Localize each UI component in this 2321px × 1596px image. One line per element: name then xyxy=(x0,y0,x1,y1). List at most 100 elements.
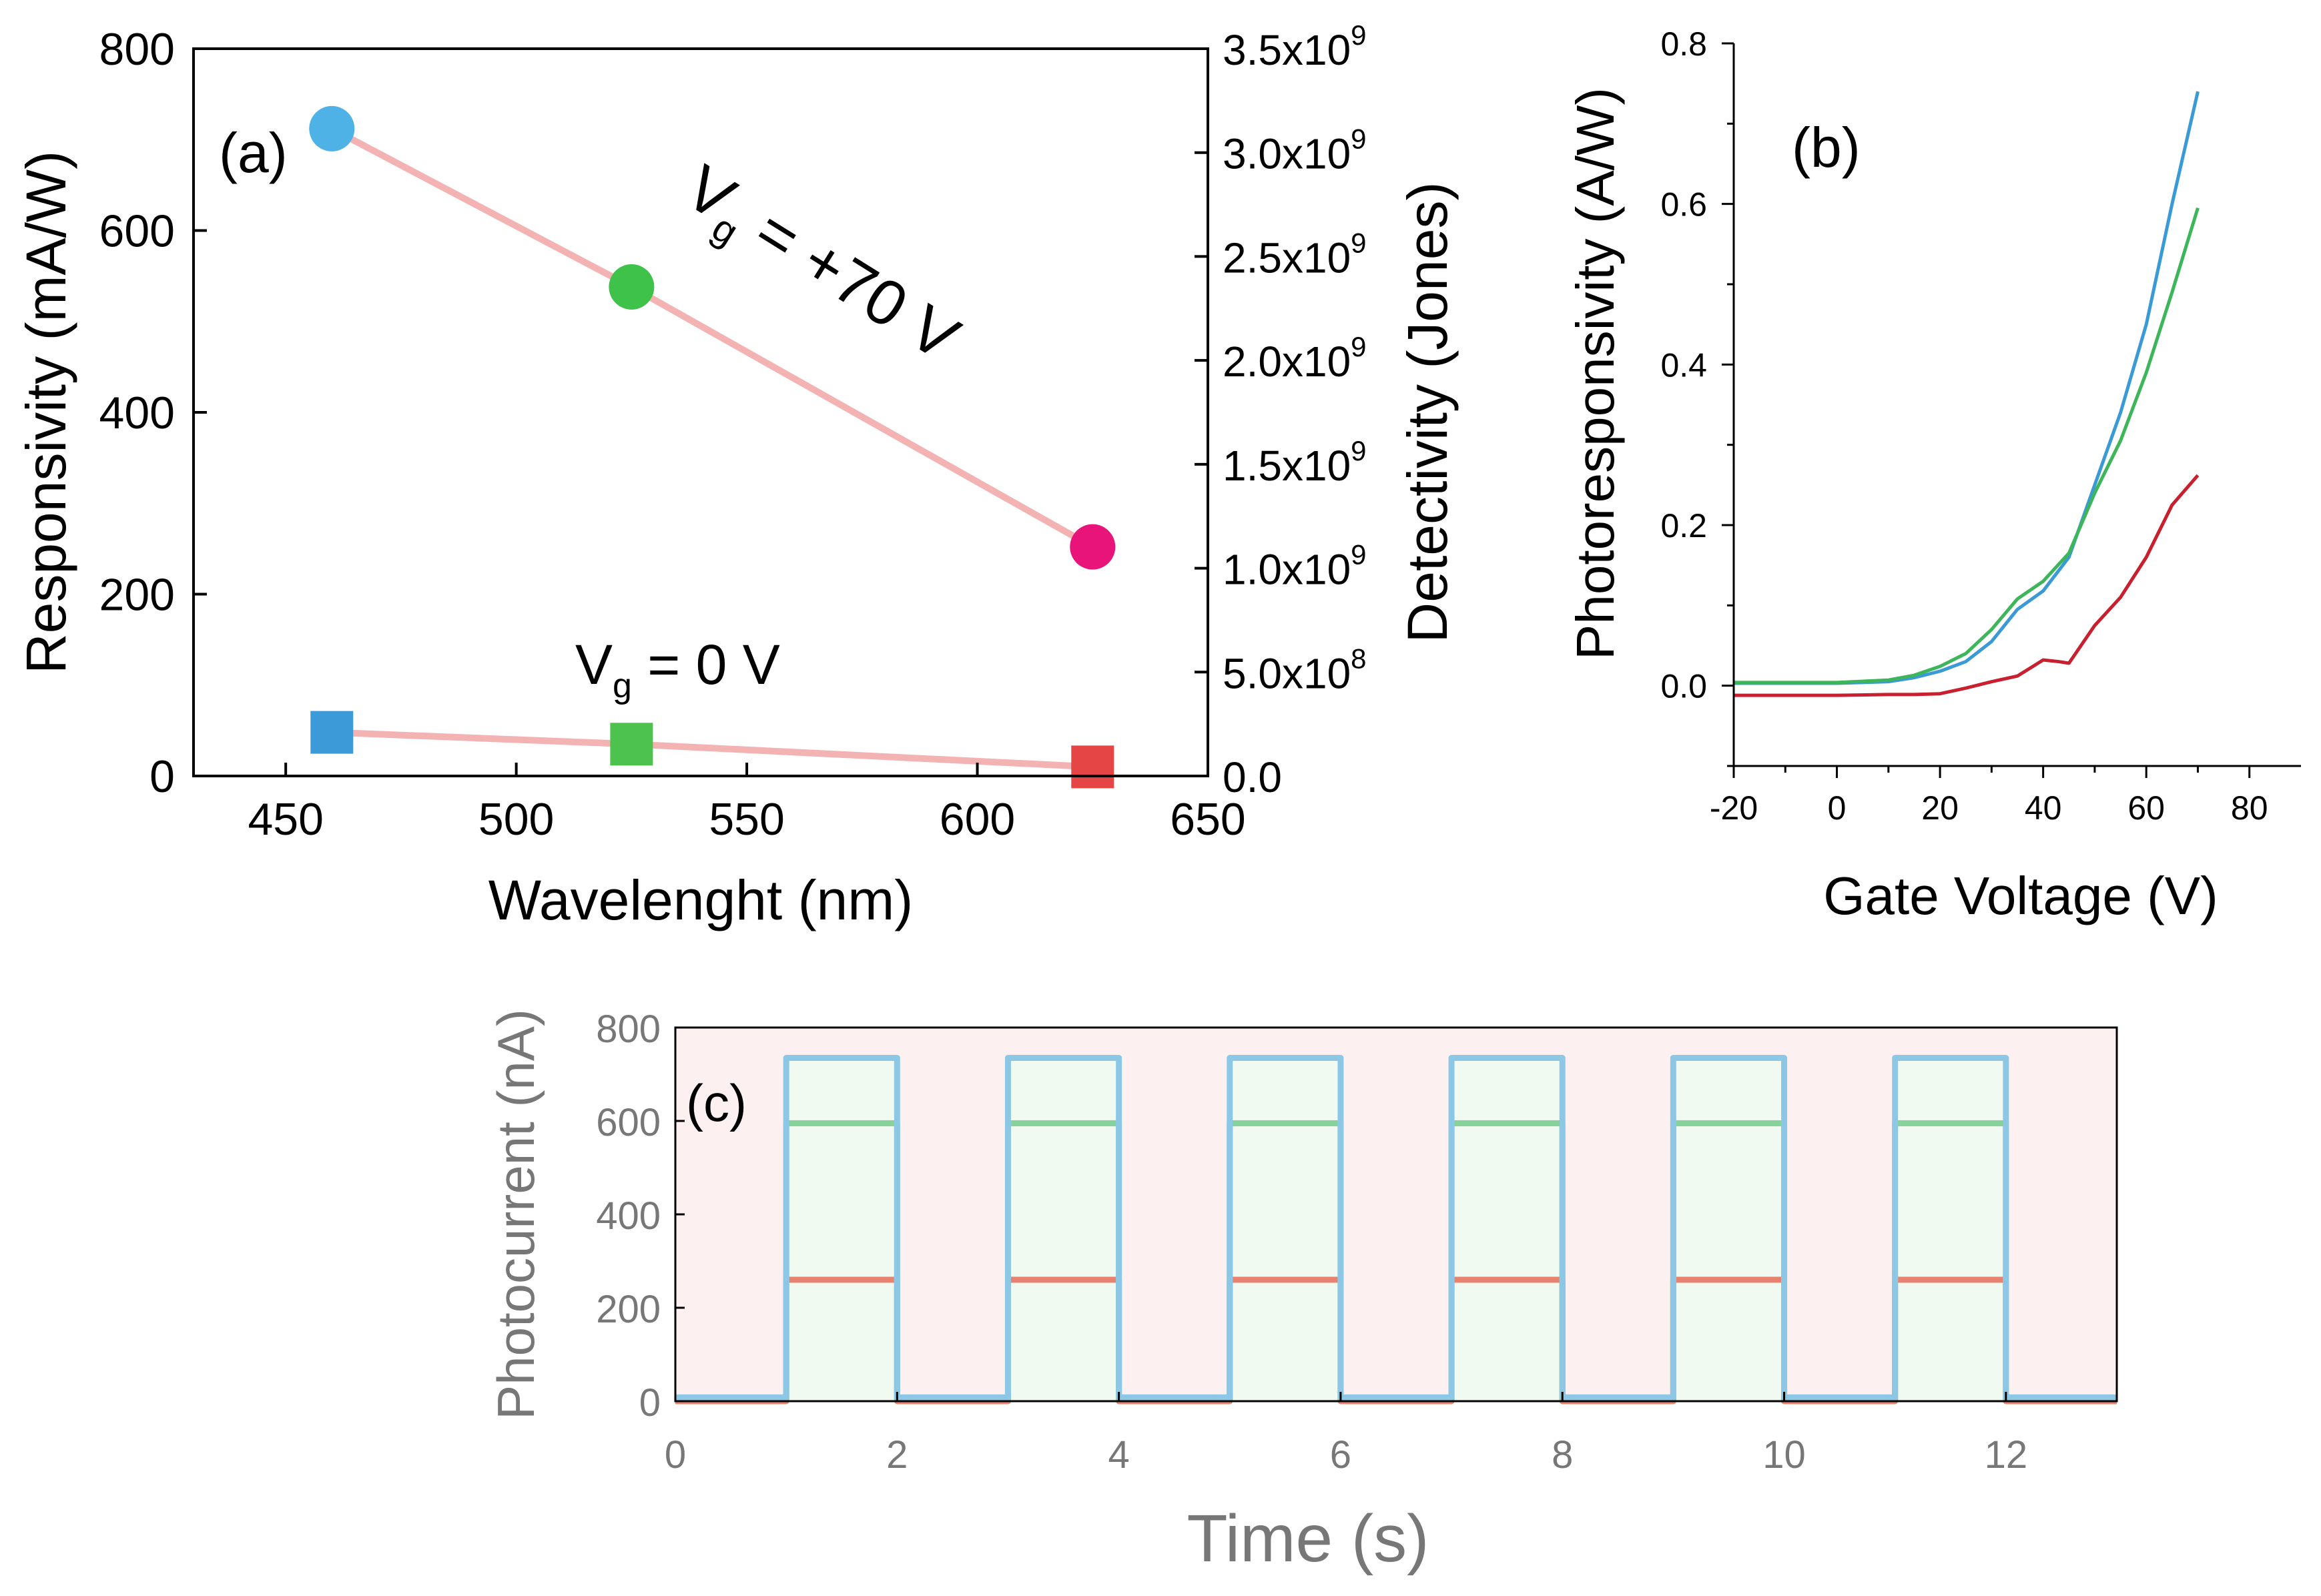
b-x-axis-label: Gate Voltage (V) xyxy=(1823,866,2218,925)
panel-c: 0 2 4 6 8 10 12 0 200 400 600 800 Time (s) Photocu… xyxy=(486,1008,2118,1576)
a-y2-tick-label: 0.0 xyxy=(1223,753,1282,801)
a-y2-tick-mantissa: 1.5x10 xyxy=(1223,442,1351,490)
a-x-tick-label: 600 xyxy=(940,794,1015,845)
a-y2-tick-label: 5.0x108 xyxy=(1223,643,1367,697)
c-y-tick-label: 800 xyxy=(596,1008,661,1051)
b-x-tick-label: 20 xyxy=(1921,789,1959,827)
a-y2-axis-ticks: 0.05.0x1081.0x1091.5x1092.0x1092.5x1093.… xyxy=(1195,19,1367,801)
b-y-tick-label: 0.2 xyxy=(1660,507,1707,544)
c-y-axis-ticks: 0 200 400 600 800 xyxy=(596,1008,685,1425)
c-x-tick-label: 6 xyxy=(1330,1433,1351,1477)
c-y-axis-label: Photocurrent (nA) xyxy=(486,1009,545,1420)
c-x-tick-label: 0 xyxy=(665,1433,686,1477)
a-y2-tick-exponent: 9 xyxy=(1351,435,1366,466)
annotation-vg-0v-base: V xyxy=(575,633,613,696)
a-y2-axis-label: Detectivity (Jones) xyxy=(1396,182,1459,643)
a-y2-tick-label: 3.5x109 xyxy=(1223,19,1367,74)
c-y-tick-label: 600 xyxy=(596,1101,661,1144)
b-x-tick-label: 40 xyxy=(2025,789,2062,827)
a-series-1-line xyxy=(328,729,1096,771)
c-light-on-region xyxy=(1008,1058,1119,1401)
b-series-blue xyxy=(1734,91,2200,685)
a-y2-tick-mantissa: 1.0x10 xyxy=(1223,546,1351,594)
a-y2-tick-label: 2.5x109 xyxy=(1223,227,1367,282)
a-y2-tick-mantissa: 2.0x10 xyxy=(1223,338,1351,386)
b-y-tick-label: 0.4 xyxy=(1660,346,1707,384)
annotation-vg-70v: Vg = +70 V xyxy=(668,151,971,382)
b-y-axis-label: Photoresponsivity (A/W) xyxy=(1566,87,1625,660)
a-data-points xyxy=(309,105,1116,789)
a-point-circle-460nm xyxy=(309,105,355,151)
a-y-tick-label: 200 xyxy=(99,570,175,621)
c-plot-background xyxy=(675,1028,2117,1401)
a-panel-label: (a) xyxy=(219,121,288,184)
b-x-tick-label: 0 xyxy=(1828,789,1847,827)
a-y2-tick-exponent: 9 xyxy=(1351,227,1366,258)
a-x-axis-ticks: 450 500 550 600 650 xyxy=(248,763,1246,845)
c-light-on-regions xyxy=(786,1058,2006,1401)
a-y2-tick-label: 3.0x109 xyxy=(1223,123,1367,178)
a-y2-tick-exponent: 9 xyxy=(1351,19,1366,51)
b-series-red xyxy=(1734,474,2200,697)
a-x-tick-label: 650 xyxy=(1170,794,1245,845)
a-y2-tick-exponent: 9 xyxy=(1351,539,1366,570)
panel-a: 450 500 550 600 650 0 200 400 600 800 0.0 5.0x108… xyxy=(15,19,1459,931)
c-panel-label: (c) xyxy=(686,1074,747,1132)
a-y2-tick-label: 1.0x109 xyxy=(1223,539,1367,594)
b-y-tick-label: 0.8 xyxy=(1660,25,1707,63)
b-y-tick-label: 0.6 xyxy=(1660,186,1707,224)
b-x-axis-ticks: -20 0 20 40 60 80 xyxy=(1710,766,2268,827)
annotation-vg-0v-text: = 0 V xyxy=(632,633,780,696)
b-x-tick-label: -20 xyxy=(1710,789,1758,827)
c-x-axis-label: Time (s) xyxy=(1187,1501,1429,1576)
b-series-green xyxy=(1734,207,2200,685)
b-series-lines xyxy=(1734,91,2200,697)
c-x-tick-label: 12 xyxy=(1985,1433,2028,1477)
b-x-tick-label: 80 xyxy=(2231,789,2268,827)
a-x-tick-label: 450 xyxy=(248,794,323,845)
b-panel-label: (b) xyxy=(1792,116,1861,179)
a-y-axis-label: Responsivity (mA/W) xyxy=(15,151,77,674)
c-light-on-region xyxy=(1895,1058,2006,1401)
a-y-tick-label: 0 xyxy=(149,751,175,802)
a-x-tick-label: 550 xyxy=(709,794,784,845)
a-y2-tick-mantissa: 3.5x10 xyxy=(1223,26,1351,74)
a-y2-tick-exponent: 9 xyxy=(1351,123,1366,155)
c-x-tick-label: 4 xyxy=(1108,1433,1129,1477)
a-y2-tick-label: 1.5x109 xyxy=(1223,435,1367,490)
c-x-tick-label: 10 xyxy=(1762,1433,1806,1477)
c-series-blue xyxy=(675,1055,2117,1401)
a-y-tick-label: 800 xyxy=(99,24,175,75)
annotation-vg-0v: Vg = 0 V xyxy=(575,633,780,705)
panel-b: -20 0 20 40 60 80 0.0 0.2 0.4 0.6 0.8 Gate Voltag… xyxy=(1566,25,2301,925)
a-y-axis-ticks: 0 200 400 600 800 xyxy=(99,24,207,802)
c-light-on-region xyxy=(786,1058,898,1401)
b-x-tick-label: 60 xyxy=(2127,789,2165,827)
a-y2-tick-label: 2.0x109 xyxy=(1223,331,1367,386)
c-light-on-region xyxy=(1451,1058,1563,1401)
a-y2-tick-mantissa: 5.0x10 xyxy=(1223,649,1351,697)
a-point-square-625nm xyxy=(1071,745,1114,789)
a-y2-tick-exponent: 8 xyxy=(1351,643,1366,674)
c-y-tick-label: 200 xyxy=(596,1288,661,1331)
c-light-on-region xyxy=(1673,1058,1784,1401)
a-y-tick-label: 600 xyxy=(99,206,175,257)
c-y-tick-label: 400 xyxy=(596,1194,661,1238)
a-y2-tick-mantissa: 2.5x10 xyxy=(1223,234,1351,282)
c-y-tick-label: 0 xyxy=(639,1381,661,1425)
b-y-axis-ticks: 0.0 0.2 0.4 0.6 0.8 xyxy=(1660,25,1734,767)
a-y2-tick-exponent: 9 xyxy=(1351,331,1366,362)
a-y2-tick-mantissa: 0.0 xyxy=(1223,753,1282,801)
a-point-circle-525nm xyxy=(609,264,655,310)
b-y-tick-label: 0.0 xyxy=(1660,668,1707,705)
a-x-tick-label: 500 xyxy=(478,794,554,845)
annotation-vg-0v-sub: g xyxy=(613,667,632,705)
c-x-axis-ticks: 0 2 4 6 8 10 12 xyxy=(665,1392,2027,1477)
c-light-on-region xyxy=(1229,1058,1341,1401)
a-point-square-525nm xyxy=(610,723,653,766)
c-x-tick-label: 2 xyxy=(886,1433,908,1477)
a-x-axis-label: Wavelenght (nm) xyxy=(488,869,913,931)
a-y2-tick-mantissa: 3.0x10 xyxy=(1223,130,1351,178)
c-x-tick-label: 8 xyxy=(1552,1433,1573,1477)
